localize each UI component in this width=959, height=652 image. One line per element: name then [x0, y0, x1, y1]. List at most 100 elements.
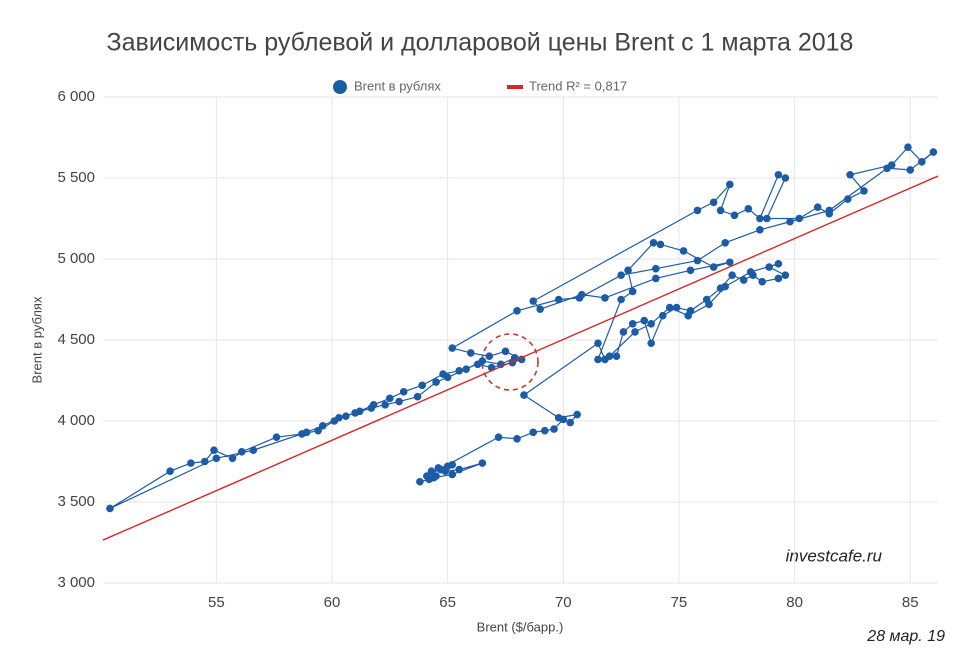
data-point	[554, 295, 563, 304]
data-point	[774, 170, 783, 179]
data-point	[485, 352, 494, 361]
data-point	[918, 158, 926, 166]
data-point	[647, 339, 655, 348]
data-point	[342, 412, 350, 420]
data-point	[566, 418, 575, 427]
data-point	[628, 320, 637, 328]
highlight-circle	[481, 333, 539, 391]
legend-marker	[507, 85, 523, 89]
data-point	[212, 454, 221, 463]
data-point	[728, 271, 736, 280]
data-point	[594, 355, 602, 364]
data-point	[883, 164, 891, 173]
data-point	[427, 467, 436, 476]
data-point	[781, 174, 790, 182]
data-point	[795, 214, 804, 223]
legend-label: Trend R² = 0,817	[529, 78, 627, 93]
data-point	[631, 328, 639, 336]
data-point	[705, 300, 713, 309]
data-point	[272, 433, 281, 442]
data-point	[594, 339, 602, 348]
data-point	[381, 401, 389, 409]
data-point	[466, 349, 475, 357]
data-point	[601, 294, 609, 302]
legend-marker	[333, 80, 347, 94]
data-point	[721, 239, 730, 247]
data-point	[478, 459, 487, 467]
data-point	[860, 187, 868, 195]
x-tick-label: 70	[555, 594, 572, 611]
data-point	[825, 206, 834, 215]
data-point	[554, 413, 563, 422]
date-label: 28 мар. 19	[866, 628, 945, 645]
data-point	[335, 413, 343, 422]
data-point	[529, 428, 538, 437]
data-point	[679, 247, 688, 255]
x-axis-title: Brent ($/барр.)	[477, 619, 564, 634]
data-point	[423, 472, 431, 480]
data-point	[517, 355, 526, 364]
data-point	[395, 397, 403, 406]
data-point	[249, 446, 258, 454]
y-tick-label: 5 500	[57, 169, 95, 186]
data-point	[529, 297, 538, 305]
plot: 3 000 3 500 4 000 4 500 5 000 5 500 6 000 55 60 6…	[57, 78, 939, 611]
data-point	[693, 206, 702, 215]
data-point	[726, 258, 734, 267]
y-tick-label: 3 000	[57, 574, 95, 591]
data-point	[351, 409, 359, 417]
data-point	[774, 274, 783, 283]
y-tick-label: 6 000	[57, 88, 95, 105]
data-point	[441, 467, 450, 476]
data-point	[187, 459, 195, 467]
data-point	[649, 239, 658, 247]
data-point	[540, 426, 549, 435]
data-point	[478, 357, 487, 365]
data-point	[756, 226, 764, 234]
source-label: investcafe.ru	[786, 546, 883, 565]
data-point	[416, 477, 424, 486]
data-point	[443, 373, 452, 382]
data-point	[665, 303, 674, 312]
data-point	[684, 311, 692, 320]
y-tick-label: 5 000	[57, 250, 95, 267]
data-point	[605, 352, 614, 361]
data-point	[906, 166, 915, 174]
x-tick-label: 75	[671, 594, 688, 611]
data-point	[462, 365, 470, 373]
data-point	[709, 198, 718, 207]
data-point	[455, 465, 464, 474]
data-point	[399, 388, 408, 396]
data-point	[448, 460, 457, 469]
data-point	[686, 266, 695, 275]
data-point	[617, 271, 625, 280]
data-point	[726, 180, 734, 189]
data-point	[501, 347, 510, 356]
data-point	[314, 426, 322, 435]
data-point	[721, 282, 730, 291]
data-point	[520, 391, 528, 399]
data-point	[429, 473, 438, 482]
data-point	[228, 454, 237, 463]
series-line	[109, 146, 934, 510]
data-point	[786, 217, 794, 226]
data-point	[652, 264, 660, 273]
data-point	[730, 211, 739, 220]
x-tick-label: 80	[786, 594, 803, 611]
data-point	[763, 214, 771, 223]
data-point	[432, 378, 440, 386]
data-point	[904, 143, 912, 152]
y-tick-label: 4 500	[57, 331, 95, 348]
data-point	[448, 344, 457, 352]
data-point	[739, 276, 748, 284]
data-point	[709, 263, 718, 271]
x-tick-label: 85	[902, 594, 919, 611]
data-point	[494, 433, 503, 442]
data-point	[656, 240, 665, 249]
data-point	[624, 266, 632, 275]
data-point	[617, 295, 625, 304]
data-point	[210, 446, 218, 454]
legend-label: Brent в рублях	[354, 78, 441, 93]
data-point	[746, 268, 755, 276]
data-point	[455, 366, 464, 375]
